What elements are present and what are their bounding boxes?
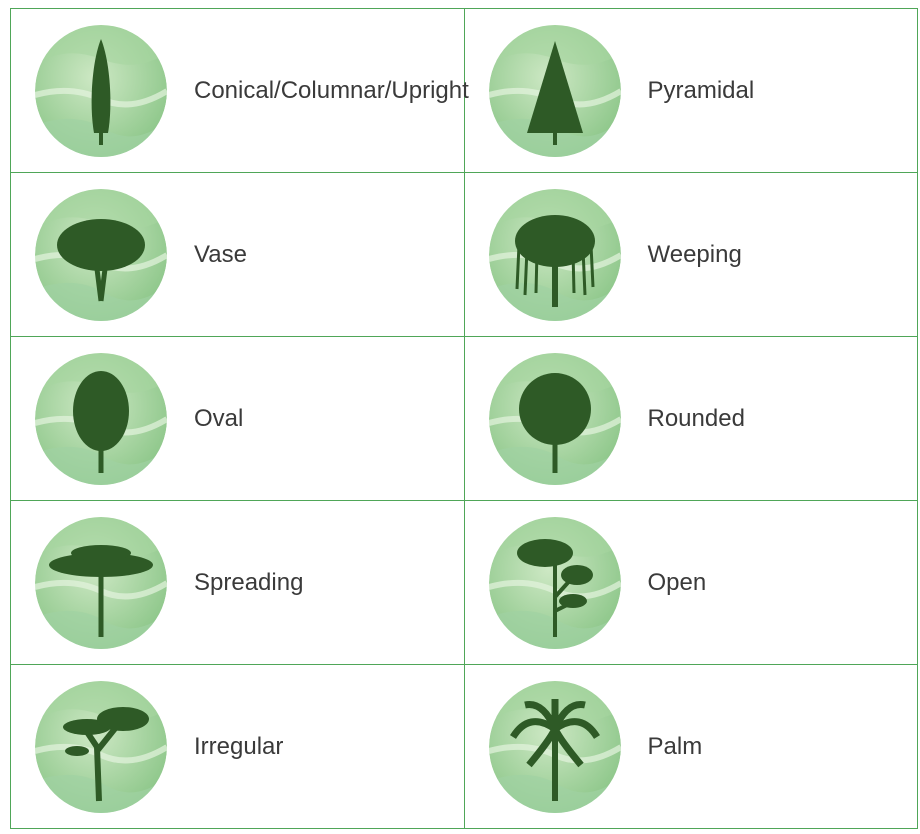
- table-cell: Pyramidal: [463, 8, 918, 173]
- shape-label: Oval: [194, 404, 244, 432]
- shape-item: Open: [488, 516, 918, 649]
- table-row: Conical/Columnar/Upright Pyramidal: [10, 8, 918, 173]
- tree-icon: [488, 188, 621, 321]
- tree-icon: [35, 188, 167, 321]
- shape-item: Palm: [488, 680, 918, 813]
- table-row: Irregular Palm: [10, 664, 918, 829]
- tree-icon: [35, 24, 167, 157]
- shape-item: Conical/Columnar/Upright: [35, 24, 469, 157]
- shape-item: Spreading: [35, 516, 464, 649]
- shape-label: Pyramidal: [647, 76, 755, 104]
- shape-label: Spreading: [194, 568, 304, 596]
- shape-label: Vase: [194, 240, 247, 268]
- tree-icon: [488, 680, 621, 813]
- table-cell: Open: [463, 500, 918, 665]
- tree-icon: [35, 680, 167, 813]
- table-cell: Rounded: [463, 336, 918, 501]
- table-row: Oval Rounded: [10, 336, 918, 501]
- shape-item: Irregular: [35, 680, 464, 813]
- table-cell: Oval: [10, 336, 465, 501]
- table-cell: Irregular: [10, 664, 465, 829]
- tree-icon: [35, 516, 167, 649]
- tree-shape-table: Conical/Columnar/Upright Pyramidal Vase Wee…: [10, 8, 918, 829]
- shape-item: Weeping: [488, 188, 918, 321]
- tree-icon: [488, 24, 621, 157]
- shape-label: Open: [647, 568, 707, 596]
- table-cell: Conical/Columnar/Upright: [10, 8, 469, 173]
- shape-label: Rounded: [647, 404, 745, 432]
- tree-icon: [488, 352, 621, 485]
- table-cell: Weeping: [463, 172, 918, 337]
- tree-icon: [488, 516, 621, 649]
- shape-item: Rounded: [488, 352, 918, 485]
- tree-icon: [35, 352, 167, 485]
- table-row: Spreading Open: [10, 500, 918, 665]
- table-cell: Vase: [10, 172, 465, 337]
- shape-label: Palm: [647, 732, 703, 760]
- shape-label: Conical/Columnar/Upright: [194, 76, 469, 104]
- table-cell: Spreading: [10, 500, 465, 665]
- shape-label: Weeping: [647, 240, 742, 268]
- shape-item: Vase: [35, 188, 464, 321]
- table-row: Vase Weeping: [10, 172, 918, 337]
- shape-item: Pyramidal: [488, 24, 918, 157]
- shape-label: Irregular: [194, 732, 284, 760]
- table-cell: Palm: [463, 664, 918, 829]
- shape-item: Oval: [35, 352, 464, 485]
